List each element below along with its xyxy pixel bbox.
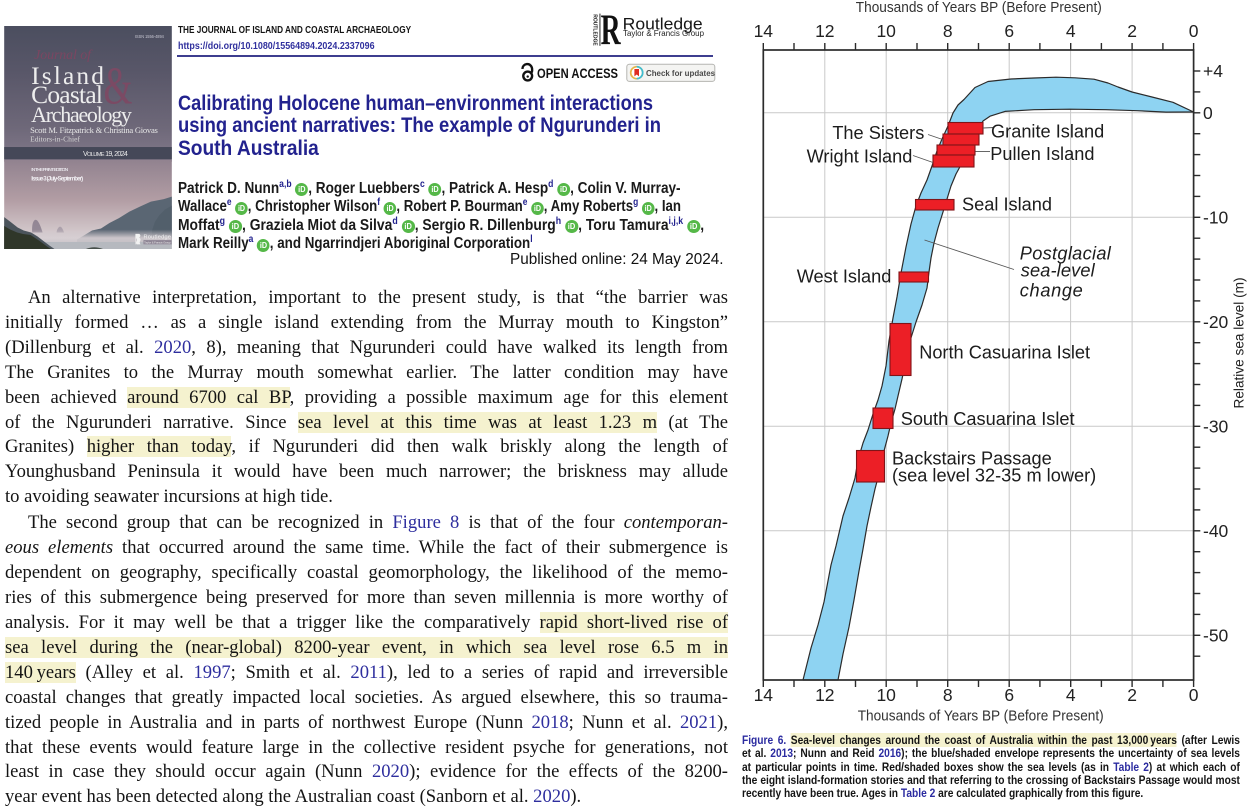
svg-text:12: 12 bbox=[815, 685, 834, 705]
svg-text:sea-level: sea-level bbox=[1021, 260, 1096, 280]
svg-text:Editors-in-Chief: Editors-in-Chief bbox=[30, 134, 80, 143]
svg-text:6: 6 bbox=[1004, 21, 1014, 41]
svg-text:Issue 3 (July-September): Issue 3 (July-September) bbox=[31, 175, 83, 182]
svg-text:-50: -50 bbox=[1203, 626, 1229, 646]
svg-text:Relative sea level (m): Relative sea level (m) bbox=[1232, 278, 1247, 409]
svg-text:ISSN 1556-4894: ISSN 1556-4894 bbox=[135, 33, 164, 39]
svg-text:14: 14 bbox=[754, 685, 774, 705]
svg-text:0: 0 bbox=[1203, 103, 1213, 123]
svg-text:Backstairs Passage: Backstairs Passage bbox=[892, 449, 1052, 469]
svg-text:0: 0 bbox=[1189, 21, 1199, 41]
svg-text:Routledge: Routledge bbox=[623, 15, 703, 34]
svg-text:Check for updates: Check for updates bbox=[646, 67, 715, 77]
svg-text:-30: -30 bbox=[1203, 417, 1229, 437]
svg-text:R: R bbox=[601, 11, 622, 51]
svg-text:The Sisters: The Sisters bbox=[832, 123, 924, 143]
svg-text:+4: +4 bbox=[1203, 61, 1223, 81]
svg-text:0: 0 bbox=[1189, 685, 1199, 705]
svg-text:South Casuarina Islet: South Casuarina Islet bbox=[901, 409, 1075, 429]
svg-text:West Island: West Island bbox=[797, 267, 892, 287]
svg-text:OPEN ACCESS: OPEN ACCESS bbox=[537, 66, 618, 81]
svg-text:Seal Island: Seal Island bbox=[962, 195, 1052, 215]
svg-text:8: 8 bbox=[943, 21, 953, 41]
svg-text:Journal of: Journal of bbox=[34, 47, 93, 62]
svg-text:10: 10 bbox=[876, 685, 896, 705]
svg-text:2: 2 bbox=[1127, 21, 1137, 41]
svg-text:14: 14 bbox=[754, 21, 774, 41]
svg-text:4: 4 bbox=[1066, 685, 1076, 705]
svg-text:Wright Island: Wright Island bbox=[807, 147, 913, 167]
svg-text:Coastal: Coastal bbox=[31, 80, 103, 109]
svg-text:2: 2 bbox=[1127, 685, 1137, 705]
svg-text:Postglacial: Postglacial bbox=[1020, 243, 1112, 263]
svg-text:-20: -20 bbox=[1203, 312, 1229, 332]
svg-text:Taylor & Francis Group: Taylor & Francis Group bbox=[623, 29, 705, 38]
svg-text:-40: -40 bbox=[1203, 521, 1229, 541]
svg-text:Scott M. Fitzpatrick & Christi: Scott M. Fitzpatrick & Christina Giovas bbox=[30, 125, 158, 135]
svg-text:(sea level 32-35 m lower): (sea level 32-35 m lower) bbox=[892, 466, 1096, 486]
svg-text:6: 6 bbox=[1004, 685, 1014, 705]
svg-text:Taylor & Francis Group: Taylor & Francis Group bbox=[144, 240, 171, 244]
svg-text:ROUTLEDGE: ROUTLEDGE bbox=[591, 14, 597, 46]
svg-text:Routledge: Routledge bbox=[143, 234, 170, 240]
svg-text:Thousands of Years BP (Before: Thousands of Years BP (Before Present) bbox=[858, 709, 1104, 725]
svg-text:Granite Island: Granite Island bbox=[991, 122, 1104, 142]
svg-text:Archaeology: Archaeology bbox=[31, 101, 132, 126]
svg-text:10: 10 bbox=[876, 21, 896, 41]
svg-text:12: 12 bbox=[815, 21, 834, 41]
svg-text:-10: -10 bbox=[1203, 208, 1229, 228]
svg-text:North Casuarina Islet: North Casuarina Islet bbox=[919, 343, 1090, 363]
svg-text:IN THE PRINT EDITION: IN THE PRINT EDITION bbox=[31, 167, 68, 173]
svg-text:VOLUME 19, 2024: VOLUME 19, 2024 bbox=[83, 150, 128, 158]
svg-text:4: 4 bbox=[1066, 21, 1076, 41]
svg-text:&: & bbox=[103, 57, 132, 115]
svg-text:Island: Island bbox=[31, 60, 104, 89]
svg-text:8: 8 bbox=[943, 685, 953, 705]
svg-text:Thousands of Years BP (Before: Thousands of Years BP (Before Present) bbox=[856, 0, 1102, 16]
svg-text:change: change bbox=[1020, 281, 1083, 301]
svg-text:Pullen Island: Pullen Island bbox=[990, 144, 1094, 164]
